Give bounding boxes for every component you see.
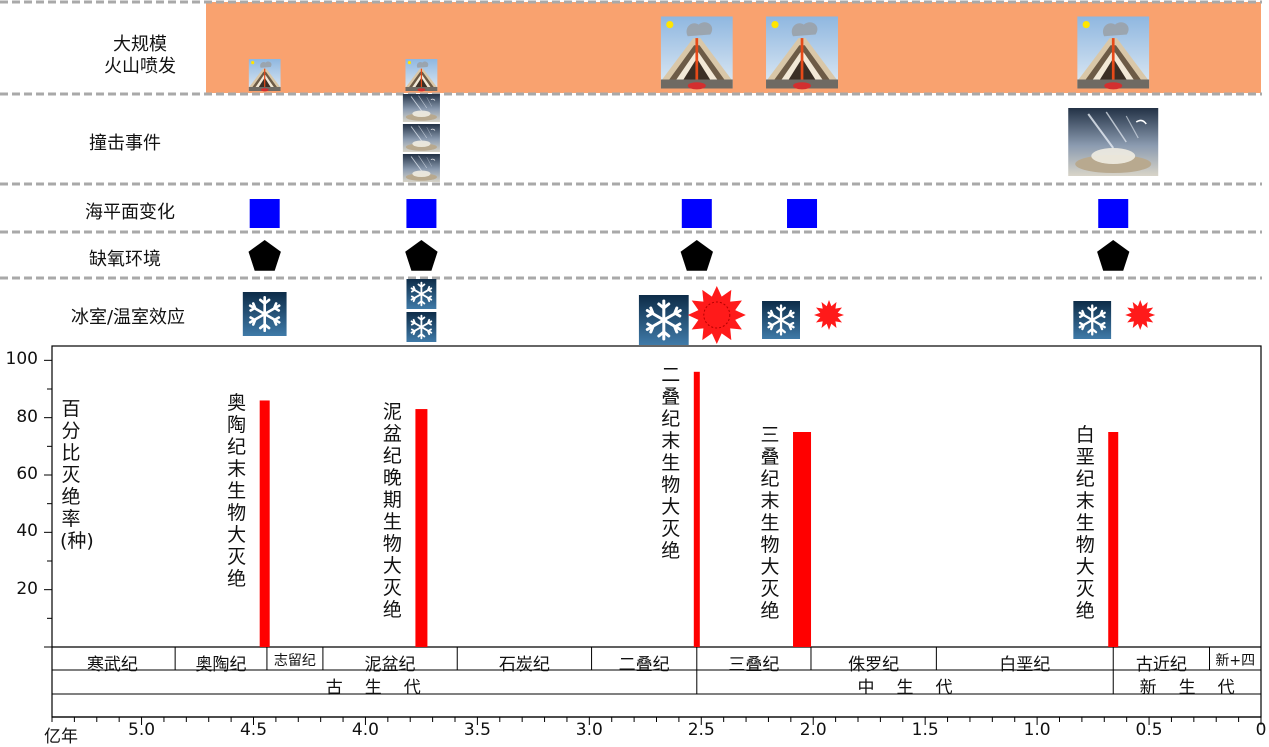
event-label: 奥陶纪末生物大灭绝 <box>227 392 247 591</box>
period-label: 白垩纪 <box>999 655 1051 675</box>
snowflake-icon <box>406 279 437 309</box>
snowflake-icon <box>638 295 689 345</box>
x-tick-label: 2.0 <box>799 720 827 740</box>
period-label: 志留纪 <box>273 653 316 669</box>
red-sun-icon <box>1125 300 1156 330</box>
cause-rows <box>0 0 1262 345</box>
row-label-impact: 撞击事件 <box>89 133 161 154</box>
extinction-bar <box>793 432 812 647</box>
snowflake-icon <box>406 312 437 342</box>
red-sun-icon <box>687 286 746 344</box>
period-label: 古近纪 <box>1135 655 1187 675</box>
snowflake-icon <box>762 301 801 339</box>
x-tick-label: 4.5 <box>239 720 268 740</box>
period-label: 寒武纪 <box>86 655 138 675</box>
y-tick-label: 20 <box>16 578 38 599</box>
x-tick-label: 3.0 <box>575 720 603 740</box>
row-label-sealevel: 海平面变化 <box>85 202 175 223</box>
x-tick-label: 1.0 <box>1023 720 1051 740</box>
era-label: 新生代 <box>1139 678 1257 698</box>
x-tick-label: 5.0 <box>128 720 156 740</box>
event-label: 泥盆纪晚期生物大灭绝 <box>382 401 402 622</box>
volcano-cross-section-icon <box>248 59 281 92</box>
row-label-anoxia: 缺氧环境 <box>89 249 161 270</box>
period-label: 侏罗纪 <box>848 655 900 675</box>
blue-square-icon <box>406 199 437 228</box>
era-label: 古生代 <box>325 678 443 698</box>
extinction-bar <box>693 371 700 647</box>
extinction-bar <box>415 409 428 647</box>
y-tick-label: 80 <box>16 406 38 427</box>
period-label: 三叠纪 <box>728 655 780 675</box>
period-label: 泥盆纪 <box>364 655 416 675</box>
period-label: 石炭纪 <box>498 655 550 675</box>
volcano-cross-section-icon <box>1077 16 1150 90</box>
extinction-chart-panel <box>44 345 1262 725</box>
volcano-cross-section-icon <box>660 16 733 90</box>
snowflake-icon <box>1073 301 1112 339</box>
blue-square-icon <box>787 199 818 228</box>
x-tick-label: 0.5 <box>1135 720 1163 740</box>
sun-core <box>703 301 731 329</box>
y-axis-title: 百分比灭绝率(种) <box>60 398 94 552</box>
x-tick-label: 3.5 <box>463 720 491 740</box>
blue-square-icon <box>1098 199 1129 228</box>
blue-square-icon <box>249 199 280 228</box>
x-axis-unit: 亿年 <box>44 727 78 747</box>
y-tick-label: 100 <box>5 349 38 370</box>
x-tick-label: 0 <box>1255 720 1267 740</box>
period-label: 新+四 <box>1215 653 1256 669</box>
x-tick-label: 1.5 <box>911 720 939 740</box>
period-label: 二叠纪 <box>618 655 670 675</box>
row-label-volcano: 大规模 火山喷发 <box>104 34 176 77</box>
snowflake-icon <box>242 292 287 336</box>
red-sun-icon <box>814 300 844 330</box>
row-label-climate: 冰室/温室效应 <box>70 307 186 328</box>
event-label: 三叠纪末生物大灭绝 <box>760 424 780 622</box>
event-label: 二叠纪末生物大灭绝 <box>661 363 681 562</box>
black-pentagon-icon <box>248 240 281 271</box>
black-pentagon-icon <box>1097 240 1130 271</box>
asteroid-impact-icon <box>402 94 441 122</box>
x-tick-label: 2.5 <box>687 720 715 740</box>
asteroid-impact-icon <box>402 154 441 182</box>
volcano-cross-section-icon <box>766 16 839 90</box>
x-tick-label: 4.0 <box>351 720 379 740</box>
asteroid-impact-icon <box>1067 108 1160 176</box>
era-label: 中生代 <box>857 678 975 698</box>
period-label: 奥陶纪 <box>195 655 247 675</box>
asteroid-impact-icon <box>402 124 441 152</box>
black-pentagon-icon <box>680 240 713 271</box>
extinction-bar <box>259 400 270 647</box>
black-pentagon-icon <box>405 240 438 271</box>
event-label: 白垩纪末生物大灭绝 <box>1075 424 1095 622</box>
y-tick-label: 40 <box>16 521 38 542</box>
volcano-cross-section-icon <box>405 59 438 92</box>
blue-square-icon <box>681 199 712 228</box>
extinction-bar <box>1108 432 1119 647</box>
y-tick-label: 60 <box>16 464 38 484</box>
